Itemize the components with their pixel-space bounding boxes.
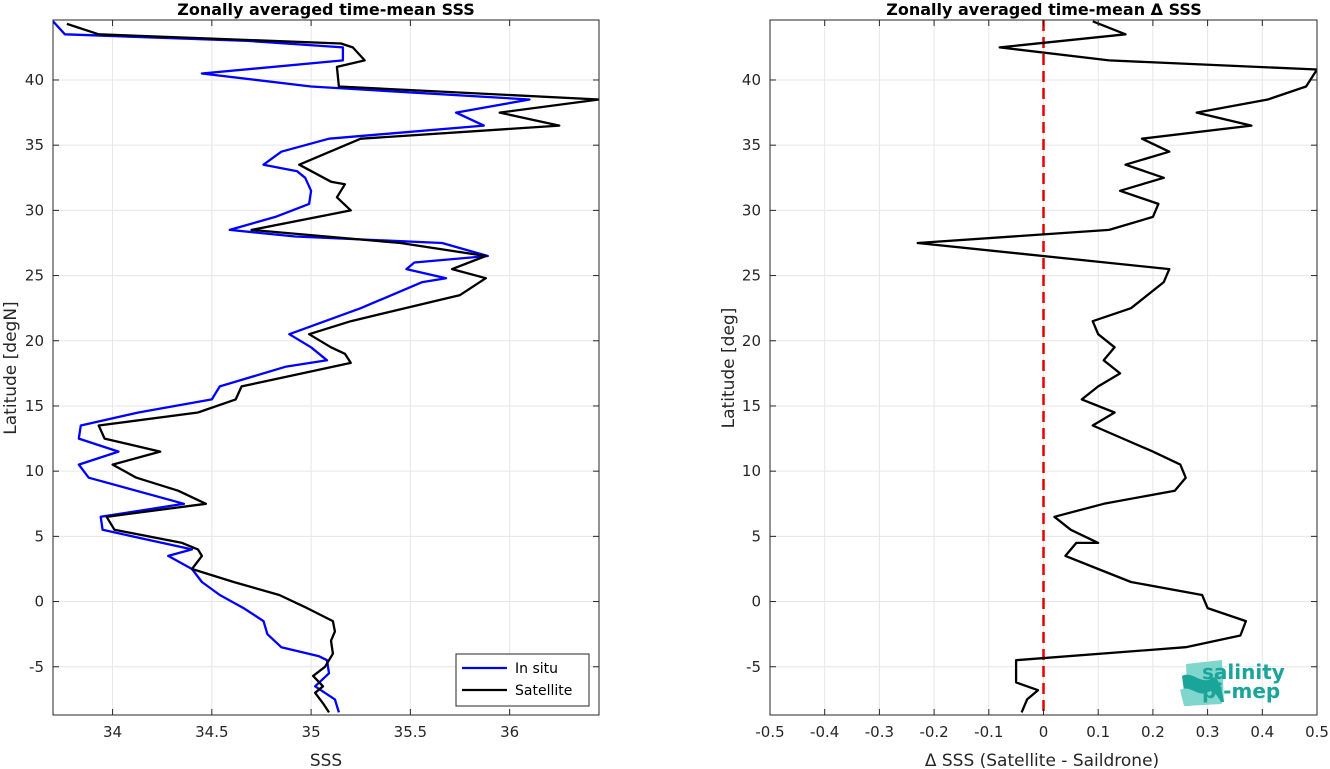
- y-tick-label: 15: [742, 397, 761, 415]
- x-tick-label: 35: [302, 723, 321, 741]
- y-ticks: -5 0 5 10 15 20 25 30 35 40: [25, 71, 599, 676]
- series-line-satellite-saildrone: [916, 20, 1317, 713]
- x-tick-label: 34: [103, 723, 122, 741]
- legend-box: [455, 653, 590, 707]
- logo-wave-front: [1180, 688, 1222, 706]
- chart-title: Zonally averaged time-mean SSS: [177, 0, 475, 19]
- y-tick-label: -5: [29, 658, 44, 676]
- y-axis-label: Latitude [deg]: [719, 308, 739, 429]
- y-tick-label: 10: [25, 462, 44, 480]
- chart-title: Zonally averaged time-mean Δ SSS: [886, 0, 1202, 19]
- y-tick-label: 30: [25, 201, 44, 219]
- sss-chart: 34 34.5 35 35.5 36 -5 0 5 10 15 20 25 30 35 40 Zonall…: [1, 0, 600, 769]
- x-tick-label: 36: [500, 723, 519, 741]
- x-tick-label: -0.5: [755, 723, 784, 741]
- x-tick-label: 0.3: [1196, 723, 1220, 741]
- x-tick-label: -0.2: [919, 723, 948, 741]
- x-axis-label: Δ SSS (Satellite - Saildrone): [925, 751, 1159, 769]
- y-tick-label: 10: [742, 462, 761, 480]
- y-tick-label: 40: [742, 71, 761, 89]
- plot-frame: [52, 19, 600, 716]
- x-ticks: -0.5 -0.4 -0.3 -0.2 -0.1 0 0.1 0.2 0.3 0.4 0.5: [755, 20, 1329, 741]
- legend-label-in-situ: In situ: [515, 661, 558, 677]
- y-ticks: -5 0 5 10 15 20 25 30 35 40: [742, 71, 1317, 676]
- x-tick-label: 0.5: [1305, 723, 1329, 741]
- y-tick-label: -5: [746, 658, 761, 676]
- salinity-pi-mep-logo: salinity pi-mep: [1180, 660, 1285, 706]
- y-tick-label: 35: [25, 136, 44, 154]
- y-tick-label: 5: [751, 527, 761, 545]
- x-tick-label: 0: [1039, 723, 1049, 741]
- series-layer: [53, 20, 599, 714]
- y-tick-label: 30: [742, 201, 761, 219]
- legend: In situ Satellite: [455, 653, 590, 707]
- y-tick-label: 40: [25, 71, 44, 89]
- y-tick-label: 20: [25, 332, 44, 350]
- logo-text-salinity: salinity: [1202, 660, 1285, 684]
- x-ticks: 34 34.5 35 35.5 36: [103, 20, 519, 741]
- y-axis-label: Latitude [degN]: [1, 301, 21, 434]
- x-axis-label: SSS: [310, 751, 342, 769]
- y-tick-label: 0: [751, 593, 761, 611]
- x-tick-label: 0.2: [1141, 723, 1165, 741]
- series-layer: [916, 20, 1317, 715]
- y-tick-label: 20: [742, 332, 761, 350]
- series-line-in-situ: [53, 20, 531, 713]
- y-tick-label: 15: [25, 397, 44, 415]
- x-tick-label: 35.5: [394, 723, 427, 741]
- series-line-satellite: [66, 22, 599, 714]
- salinity-wave-icon: [1180, 660, 1224, 706]
- delta-sss-chart: -0.5 -0.4 -0.3 -0.2 -0.1 0 0.1 0.2 0.3 0.4 0.5 -5 0…: [719, 0, 1329, 769]
- logo-text-pi-mep: pi-mep: [1202, 679, 1280, 703]
- y-tick-label: 25: [742, 267, 761, 285]
- legend-label-satellite: Satellite: [515, 683, 572, 699]
- y-tick-label: 35: [742, 136, 761, 154]
- x-tick-label: -0.4: [810, 723, 839, 741]
- x-tick-label: 0.1: [1086, 723, 1110, 741]
- x-tick-label: 34.5: [195, 723, 228, 741]
- x-tick-label: -0.1: [974, 723, 1003, 741]
- y-tick-label: 0: [34, 593, 44, 611]
- y-tick-label: 25: [25, 267, 44, 285]
- x-tick-label: 0.4: [1250, 723, 1274, 741]
- x-tick-label: -0.3: [865, 723, 894, 741]
- y-tick-label: 5: [34, 527, 44, 545]
